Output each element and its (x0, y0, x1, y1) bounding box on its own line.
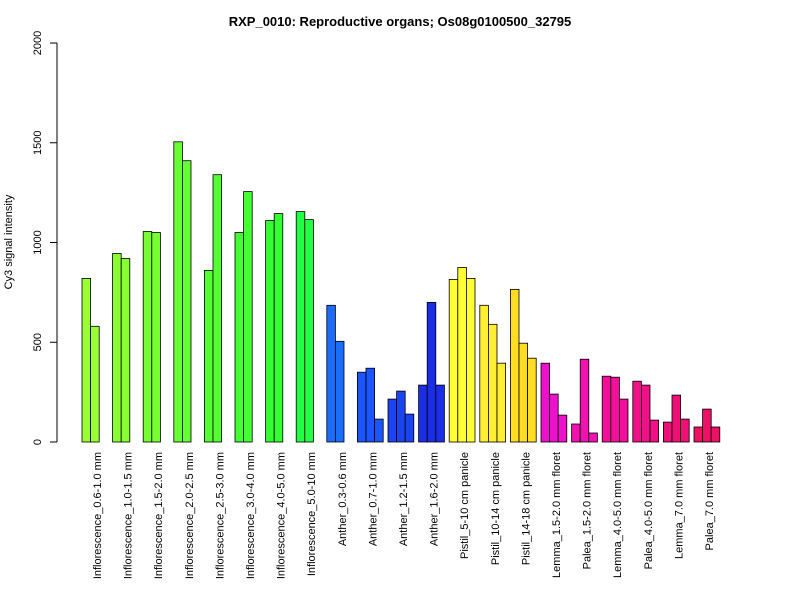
bar (234, 232, 245, 443)
y-axis-label: Cy3 signal intensity (3, 194, 15, 289)
bar (663, 421, 673, 443)
x-category-label: Palea_7.0 mm floret (704, 452, 716, 550)
bar (571, 423, 581, 443)
bar (457, 266, 467, 443)
bar (448, 278, 459, 443)
bar (710, 426, 721, 443)
bar (142, 231, 153, 443)
bar (549, 393, 559, 443)
x-category-label: Palea_1.5-2.0 mm floret (582, 452, 594, 569)
bar (334, 340, 345, 443)
bar (601, 375, 612, 443)
bars (81, 141, 721, 443)
x-category-label: Anther_0.3-0.6 mm (337, 452, 349, 546)
bar (527, 357, 537, 443)
y-tick-label: 500 (32, 333, 44, 351)
y-tick-label: 1500 (32, 131, 44, 155)
x-category-label: Inflorescence_1.5-2.0 mm (153, 452, 165, 579)
bar (304, 219, 314, 443)
bar (120, 258, 131, 443)
bar (610, 376, 620, 443)
bar (90, 325, 100, 443)
bar (649, 419, 660, 443)
y-tick-label: 1000 (32, 230, 44, 254)
x-category-label: Pistil_14-18 cm panicle (520, 452, 532, 565)
bar (540, 362, 551, 443)
x-category-label: Inflorescence_3.0-4.0 mm (245, 452, 257, 579)
bar (619, 398, 629, 443)
x-category-label: Inflorescence_2.5-3.0 mm (214, 452, 226, 579)
y-tick-label: 2000 (32, 31, 44, 55)
bar (181, 160, 192, 443)
bar (509, 288, 520, 443)
x-category-label: Anther_1.6-2.0 mm (429, 452, 441, 546)
bar (702, 408, 712, 443)
x-category-label: Pistil_5-10 cm panicle (459, 452, 471, 559)
x-category-label: Lemma_7.0 mm floret (673, 452, 685, 559)
x-axis-labels: Inflorescence_0.6-1.0 mm Inflorescence_1.… (92, 452, 716, 579)
y-tick-label: 0 (32, 439, 44, 445)
bar (579, 358, 590, 443)
bar (112, 253, 122, 443)
bar (479, 304, 489, 443)
x-category-label: Anther_0.7-1.0 mm (367, 452, 379, 546)
x-category-label: Lemma_4.0-5.0 mm floret (612, 452, 624, 578)
x-category-label: Pistil_10-14 cm panicle (490, 452, 502, 565)
bar (426, 301, 437, 443)
bar (671, 394, 682, 443)
bar (212, 174, 223, 443)
bar (81, 277, 92, 443)
x-category-label: Inflorescence_2.0-2.5 mm (184, 452, 196, 579)
bar (173, 141, 183, 443)
bar (265, 220, 275, 443)
x-category-label: Anther_1.2-1.5 mm (398, 452, 410, 546)
bar (404, 413, 415, 443)
bar (632, 380, 642, 443)
bar (435, 384, 445, 443)
bar (487, 323, 498, 443)
bar (203, 269, 214, 443)
bar (387, 398, 398, 443)
bar (418, 384, 428, 443)
x-category-label: Inflorescence_4.0-5.0 mm (276, 452, 288, 579)
x-category-label: Inflorescence_0.6-1.0 mm (92, 452, 104, 579)
bar (356, 371, 367, 443)
x-category-label: Palea_4.0-5.0 mm floret (643, 452, 655, 569)
x-category-label: Lemma_1.5-2.0 mm floret (551, 452, 563, 578)
bar (588, 432, 598, 443)
bar (365, 367, 376, 443)
chart-title: RXP_0010: Reproductive organs; Os08g0100… (229, 14, 572, 29)
bar (496, 362, 507, 443)
bar (518, 342, 529, 443)
y-axis-ticks: 0 500 1000 1500 2000 (32, 31, 57, 445)
bar (151, 232, 161, 443)
bar (243, 191, 253, 443)
bar (374, 418, 384, 443)
bar (693, 426, 704, 443)
x-category-label: Inflorescence_5.0-10 mm (306, 452, 318, 576)
bar (326, 304, 336, 443)
bar (680, 418, 690, 443)
bar (557, 414, 568, 443)
bar (273, 213, 284, 443)
bar (641, 384, 651, 443)
bar (295, 211, 306, 443)
bar (396, 390, 406, 443)
bar (465, 277, 476, 443)
x-category-label: Inflorescence_1.0-1.5 mm (123, 452, 135, 579)
